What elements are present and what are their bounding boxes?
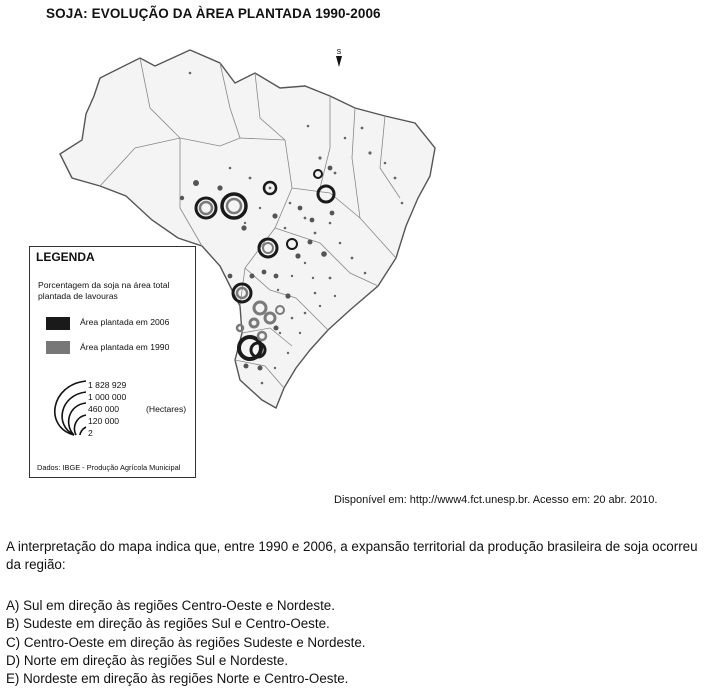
legend-size-1: 1 828 929 — [88, 380, 127, 390]
soy-circles-1990 — [198, 197, 285, 342]
option-a[interactable]: A) Sul em direção às regiões Centro-Oest… — [6, 598, 335, 613]
map-legend: LEGENDA Porcentagem da soja na área tota… — [29, 246, 196, 478]
option-c[interactable]: C) Centro-Oeste em direção às regiões Su… — [6, 634, 366, 650]
small-dots — [188, 71, 404, 385]
legend-swatch-2006 — [46, 317, 70, 330]
option-d[interactable]: D) Norte em direção às regiões Sul e Nor… — [6, 652, 289, 668]
brazil-outline — [59, 49, 436, 410]
legend-size-4: 120 000 — [88, 416, 120, 426]
legend-size-2: 1 000 000 — [88, 392, 127, 402]
source-citation: Disponível em: http://www4.fct.unesp.br.… — [334, 494, 658, 506]
legend-label-2006: Área plantada em 2006 — [80, 317, 170, 327]
compass-arrow-icon — [336, 56, 342, 67]
legend-source: Dados: IBGE - Produção Agrícola Municipa… — [37, 463, 181, 472]
legend-title: LEGENDA — [36, 250, 95, 264]
brazil-map: S LEGENDA Porcentagem da soja na área to… — [29, 28, 450, 488]
map-title: SOJA: EVOLUÇÃO DA ÀREA PLANTADA 1990-200… — [46, 6, 381, 21]
legend-size-5: 2 — [88, 428, 93, 438]
legend-swatch-1990 — [46, 341, 70, 354]
legend-size-scale-icon — [54, 380, 87, 436]
question-stem: A interpretação do mapa indica que, entr… — [6, 539, 698, 572]
option-e[interactable]: E) Nordeste em direção às regiões Norte … — [6, 671, 349, 687]
legend-size-3: 460 000 — [88, 404, 120, 414]
state-borders — [99, 57, 401, 389]
medium-markers — [179, 165, 335, 371]
compass-label: S — [337, 49, 342, 56]
option-b[interactable]: B) Sudeste em direção às regiões Sul e C… — [6, 616, 330, 632]
legend-units: (Hectares) — [146, 404, 187, 414]
legend-label-1990: Área plantada em 1990 — [80, 342, 170, 352]
answer-options: A) Sul em direção às regiões Centro-Oest… — [6, 597, 366, 688]
brazil-map-svg: S — [59, 49, 436, 410]
soy-circles-2006 — [194, 169, 336, 361]
legend-description: Porcentagem da soja na área total planta… — [38, 280, 170, 301]
